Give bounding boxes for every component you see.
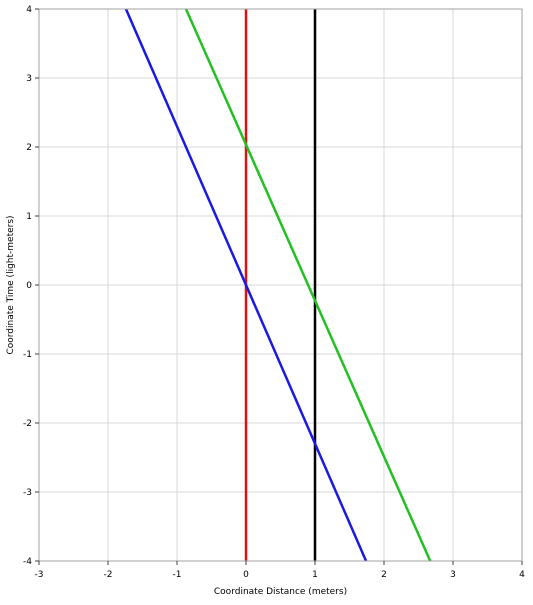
series-lines — [124, 8, 432, 562]
x-tick-label: 2 — [381, 570, 387, 580]
x-tick-label: -3 — [35, 570, 44, 580]
y-tick-label: -3 — [23, 488, 32, 498]
series-line-4 — [184, 8, 432, 562]
y-tick-label: 1 — [26, 212, 32, 222]
y-tick-label: 3 — [26, 74, 32, 84]
y-axis-label: Coordinate Time (light-meters) — [6, 215, 16, 354]
y-tick-label: 2 — [26, 143, 32, 153]
y-tick-label: -4 — [23, 557, 32, 567]
x-tick-label: 4 — [519, 570, 525, 580]
x-tick-label: 1 — [312, 570, 318, 580]
x-tick-label: -2 — [104, 570, 113, 580]
y-tick-label: -2 — [23, 419, 32, 429]
x-tick-label: 3 — [450, 570, 456, 580]
series-line-3 — [124, 8, 368, 562]
y-tick-label: 0 — [26, 281, 32, 291]
x-tick-label: 0 — [243, 570, 249, 580]
y-tick-label: 4 — [26, 5, 32, 15]
y-tick-label: -1 — [23, 350, 32, 360]
x-axis-label: Coordinate Distance (meters) — [214, 587, 347, 597]
x-tick-label: -1 — [173, 570, 182, 580]
